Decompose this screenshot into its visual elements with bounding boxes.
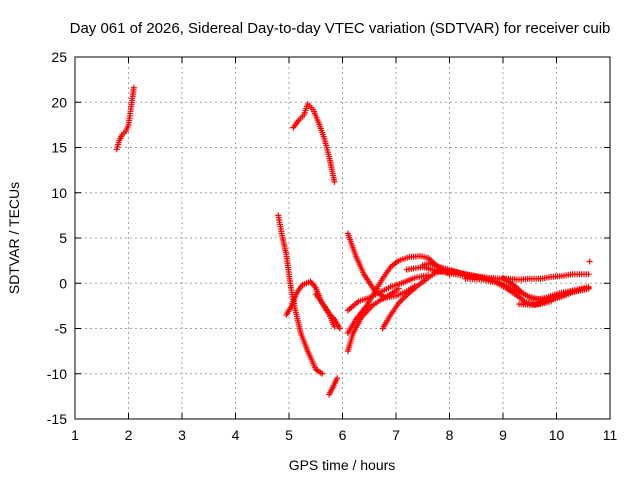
y-axis-label: SDTVAR / TECUs [6, 182, 22, 294]
data-point [319, 370, 326, 377]
x-tick-label: 7 [392, 427, 400, 443]
data-series-segment [586, 258, 593, 265]
data-series-segment [344, 285, 402, 355]
data-point [130, 84, 137, 91]
data-point [548, 298, 555, 305]
grid [75, 57, 610, 419]
y-tick-label: 25 [51, 49, 67, 65]
y-tick-label: -10 [47, 366, 67, 382]
x-tick-label: 10 [549, 427, 565, 443]
x-tick-label: 8 [446, 427, 454, 443]
data-point [334, 375, 341, 382]
data-series-segment [326, 375, 341, 398]
data-point [585, 271, 592, 278]
data-series-segment [344, 272, 432, 314]
data-point [336, 325, 343, 332]
x-tick-label: 2 [125, 427, 133, 443]
data-series-segment [290, 101, 338, 185]
y-axis-ticks: -15 -10 -5 0 5 10 15 20 25 [47, 49, 610, 427]
x-tick-label: 5 [285, 427, 293, 443]
data-series-segment [312, 291, 343, 332]
x-axis-label: GPS time / hours [289, 457, 396, 473]
x-tick-label: 3 [178, 427, 186, 443]
data-series-segment [516, 298, 555, 308]
data-series-segment [113, 84, 137, 153]
x-tick-label: 1 [71, 427, 79, 443]
data-point [331, 178, 338, 185]
x-tick-label: 6 [339, 427, 347, 443]
data-series-segment [500, 274, 592, 303]
y-tick-label: 0 [59, 275, 67, 291]
y-tick-label: -15 [47, 411, 67, 427]
y-tick-label: -5 [55, 321, 68, 337]
y-tick-label: 5 [59, 230, 67, 246]
y-tick-label: 10 [51, 185, 67, 201]
x-tick-label: 11 [603, 427, 618, 443]
x-tick-label: 9 [499, 427, 507, 443]
data-points [113, 84, 593, 398]
x-axis-ticks: 1 2 3 4 5 6 7 8 9 10 11 [71, 57, 617, 443]
data-point [585, 283, 592, 290]
data-point [586, 258, 593, 265]
y-tick-label: 20 [51, 94, 67, 110]
x-tick-label: 4 [232, 427, 240, 443]
y-tick-label: 15 [51, 140, 67, 156]
chart-title: Day 061 of 2026, Sidereal Day-to-day VTE… [70, 20, 611, 37]
